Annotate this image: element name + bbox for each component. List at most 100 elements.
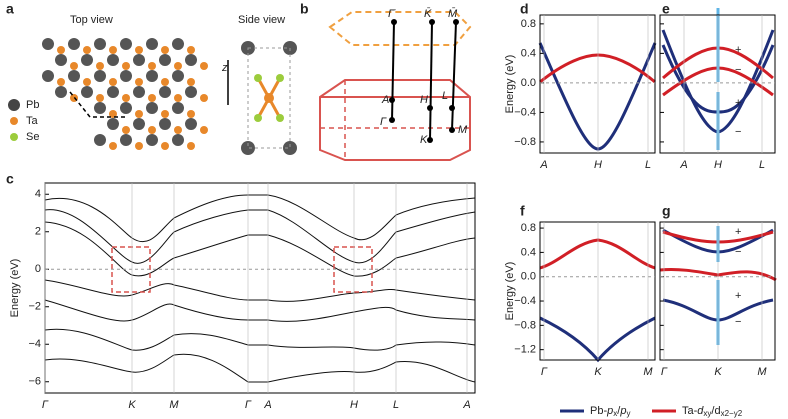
y-tick-label: −2	[28, 301, 41, 313]
ta-atom	[200, 126, 208, 134]
ta-atom	[135, 78, 143, 86]
y-tick-label: −4	[28, 338, 41, 350]
x-tick-label: A	[263, 399, 271, 411]
k-point: M	[458, 124, 468, 136]
y-tick-label: 2	[35, 226, 41, 238]
ta-atom	[187, 142, 195, 150]
k-point: L	[442, 90, 448, 102]
legend-part: Ta-	[682, 405, 698, 417]
ta-atom	[174, 126, 182, 134]
ta-atom	[122, 126, 130, 134]
plot-frame	[539, 221, 656, 361]
panel-label: e	[662, 1, 670, 17]
ta-atom	[148, 126, 156, 134]
x-tick-label: Γ	[541, 366, 548, 378]
legend-atom	[10, 117, 18, 125]
y-tick-label: −0.8	[514, 319, 536, 331]
se-atom	[254, 74, 262, 82]
pb-atom	[120, 70, 132, 82]
legend-label: Pb	[26, 99, 39, 111]
pb-atom	[146, 102, 158, 114]
pb-atom	[107, 118, 119, 130]
y-axis-label: Energy (eV)	[504, 262, 516, 321]
x-tick-label: A	[462, 399, 470, 411]
pb-atom	[133, 86, 145, 98]
y-tick-label: −6	[28, 376, 41, 388]
legend-part: Pb-	[590, 405, 607, 417]
pb-atom	[94, 70, 106, 82]
ta-atom	[200, 94, 208, 102]
ta-atom	[161, 46, 169, 54]
pb-atom	[185, 118, 197, 130]
ta-atom	[174, 62, 182, 70]
pb-atom	[146, 70, 158, 82]
ta-atom	[174, 94, 182, 102]
ta-atom	[83, 46, 91, 54]
legend-part: x2−y2	[721, 409, 743, 418]
y-tick-label: −0.4	[514, 106, 536, 118]
legend-atom	[10, 133, 18, 141]
ta-atom	[135, 110, 143, 118]
pb-atom	[55, 54, 67, 66]
top-view-label: Top view	[70, 14, 113, 26]
panel-label: c	[6, 171, 14, 187]
parity-sign: +	[735, 44, 741, 56]
y-axis-label: Energy (eV)	[504, 55, 516, 114]
pb-atom	[159, 118, 171, 130]
y-tick-label: 0.4	[521, 246, 536, 258]
legend-part: /	[617, 405, 621, 417]
panel-label: b	[300, 1, 309, 17]
pb-atom	[185, 86, 197, 98]
pb-atom	[94, 38, 106, 50]
k-point: M̄	[448, 7, 458, 20]
ta-atom	[187, 46, 195, 54]
pb-atom	[159, 86, 171, 98]
ta-atom	[161, 142, 169, 150]
ta-atom	[161, 78, 169, 86]
ta-atom	[200, 62, 208, 70]
ta-atom	[148, 62, 156, 70]
x-tick-label: K	[714, 366, 722, 378]
x-tick-label: L	[393, 399, 399, 411]
legend-part: xy	[703, 409, 711, 418]
panel-label: f	[520, 203, 525, 219]
pb-atom	[107, 86, 119, 98]
y-tick-label: 0.8	[521, 222, 536, 234]
k-point: K	[420, 134, 428, 146]
pb-atom	[172, 134, 184, 146]
legend-atom	[8, 99, 20, 111]
x-tick-label: K	[594, 366, 602, 378]
k-point: A	[381, 94, 389, 106]
pb-atom	[94, 102, 106, 114]
pb-atom	[133, 54, 145, 66]
parity-sign: +	[735, 97, 741, 109]
legend-part: /d	[711, 405, 720, 417]
band-lines	[44, 194, 476, 383]
plot-frame	[539, 14, 656, 154]
ta-atom	[135, 142, 143, 150]
x-tick-label: L	[645, 159, 651, 171]
ta-atom	[264, 93, 274, 103]
pb-atom	[120, 102, 132, 114]
k-point: K̄	[424, 7, 432, 20]
pb-atom	[94, 134, 106, 146]
y-tick-label: 0.8	[521, 18, 536, 30]
z-label: z	[221, 62, 228, 74]
se-atom	[276, 114, 284, 122]
x-tick-label: K	[128, 399, 136, 411]
pb-atom	[283, 141, 297, 155]
ta-atom	[109, 46, 117, 54]
se-atom	[254, 114, 262, 122]
x-tick-label: M	[169, 399, 179, 411]
legend-part: x	[613, 409, 617, 418]
legend-label: Pb-px/py	[590, 405, 630, 418]
parity-sign: +	[735, 226, 741, 238]
y-tick-label: −1.2	[514, 344, 536, 356]
legend-label: Ta-dxy/dx2−y2	[682, 405, 743, 418]
x-tick-label: M	[757, 366, 767, 378]
plot-frame	[659, 14, 776, 154]
pb-atom	[81, 86, 93, 98]
ta-atom	[83, 78, 91, 86]
pb-atom	[55, 86, 67, 98]
ta-atom	[161, 110, 169, 118]
